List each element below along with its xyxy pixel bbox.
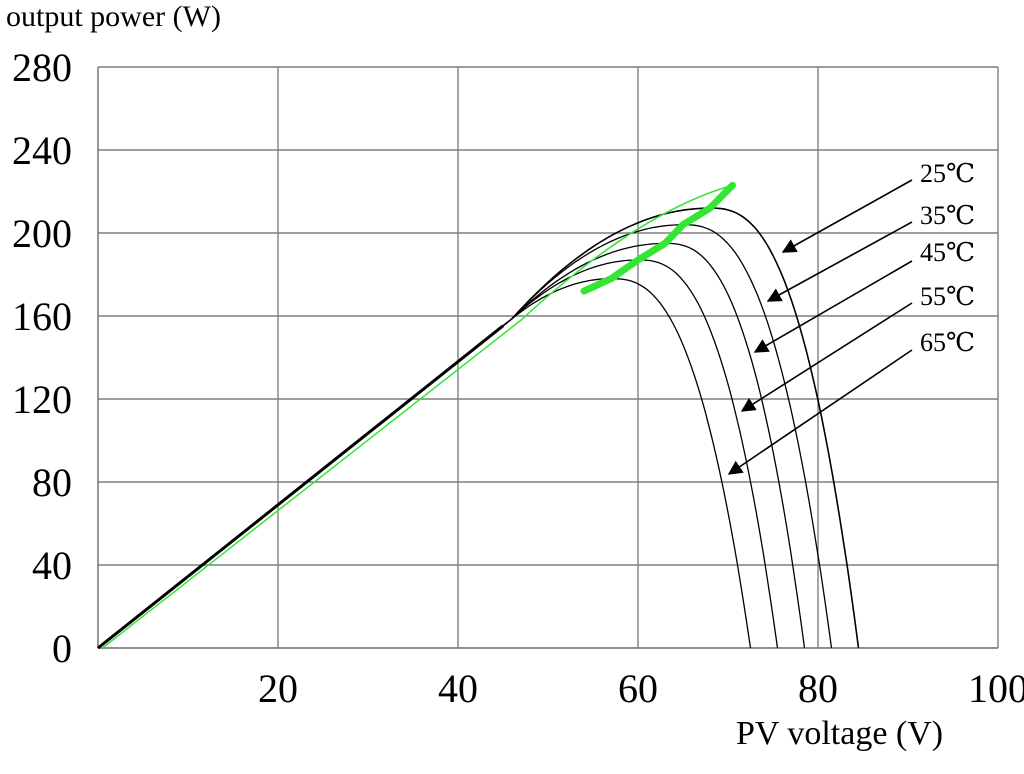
y-tick-label-80: 80 bbox=[32, 460, 72, 505]
y-tick-label-200: 200 bbox=[12, 211, 72, 256]
axes bbox=[97, 67, 998, 649]
legend-label-5: 65℃ bbox=[920, 328, 975, 357]
y-tick-label-120: 120 bbox=[12, 377, 72, 422]
y-tick-label-0: 0 bbox=[52, 626, 72, 671]
x-tick-label-60: 60 bbox=[618, 666, 658, 711]
legend-arrow-3 bbox=[753, 260, 913, 353]
legend-label-4: 55℃ bbox=[920, 282, 975, 311]
grid bbox=[98, 66, 999, 649]
mpp-reference-line bbox=[102, 184, 733, 649]
common-rise-line bbox=[97, 324, 504, 650]
legend-arrow-4 bbox=[740, 302, 913, 412]
legend-arrow-1 bbox=[781, 179, 913, 253]
y-axis-title: output power (W) bbox=[6, 0, 221, 33]
mpp-locus-band bbox=[580, 181, 736, 295]
series-curve-2 bbox=[97, 224, 833, 649]
y-tick-label-280: 280 bbox=[12, 45, 72, 90]
y-tick-label-160: 160 bbox=[12, 294, 72, 339]
x-tick-label-80: 80 bbox=[798, 666, 838, 711]
legend-label-3: 45℃ bbox=[920, 238, 975, 267]
mpp-locus bbox=[102, 181, 736, 649]
x-tick-label-40: 40 bbox=[438, 666, 478, 711]
y-tick-label-240: 240 bbox=[12, 128, 72, 173]
series-curve-4 bbox=[97, 259, 779, 649]
temperature-legend: 25℃ 35℃ 45℃ 55℃ 65℃ bbox=[727, 159, 975, 475]
y-tick-label-40: 40 bbox=[32, 543, 72, 588]
tick-labels: 20 40 60 80 100 0 40 80 120 160 200 240 280 bbox=[12, 45, 1024, 711]
x-tick-label-100: 100 bbox=[968, 666, 1024, 711]
legend-arrow-5 bbox=[727, 349, 913, 475]
series-curves bbox=[97, 207, 860, 650]
legend-label-1: 25℃ bbox=[920, 159, 975, 188]
x-axis-title: PV voltage (V) bbox=[736, 715, 944, 752]
series-curve-1 bbox=[97, 207, 860, 649]
legend-label-2: 35℃ bbox=[920, 201, 975, 230]
x-tick-label-20: 20 bbox=[258, 666, 298, 711]
series-curve-5 bbox=[97, 278, 752, 649]
legend-arrow-2 bbox=[766, 221, 913, 302]
